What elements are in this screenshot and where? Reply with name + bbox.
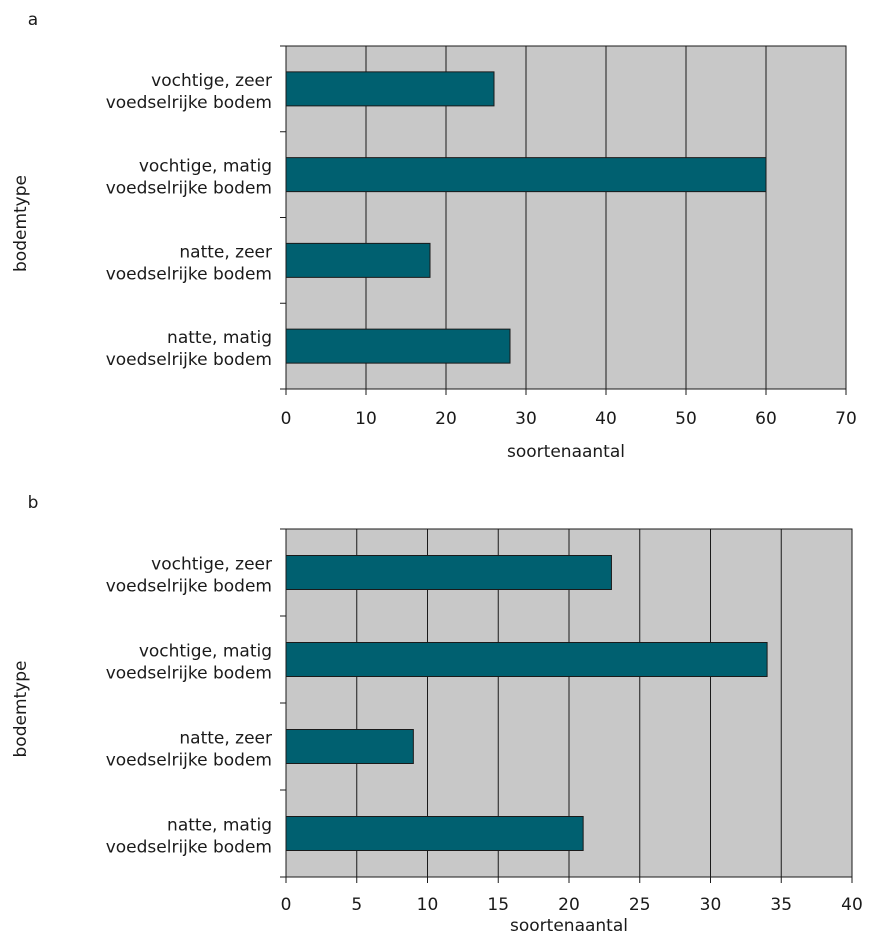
chart-a-category-label-0: vochtige, zeer voedselrijke bodem [106,71,272,113]
chart-b-x-tick-label-8: 40 [841,895,863,915]
chart-b-bar-0 [285,555,612,590]
chart-b-x-tick-label-7: 35 [770,895,792,915]
chart-a-category-label-1: vochtige, matig voedselrijke bodem [106,157,272,199]
chart-a-x-tick-label-6: 60 [755,409,777,429]
chart-b-category-label-3: natte, matig voedselrijke bodem [106,816,272,858]
chart-b-category-label-1: vochtige, matig voedselrijke bodem [106,642,272,684]
chart-a-y-axis-label: bodemtype [11,175,31,272]
chart-b-x-axis-label: soortenaantal [510,916,628,935]
chart-b-bar-1 [285,642,768,677]
chart-a-x-tick-label-3: 30 [515,409,537,429]
chart-a-bar-1 [285,157,767,193]
chart-b-x-tick-label-0: 0 [281,895,292,915]
chart-b-x-tick-label-2: 10 [417,895,439,915]
chart-b-x-tick-label-3: 15 [487,895,509,915]
chart-a-bar-2 [285,242,431,278]
chart-a-panel-label: a [28,10,38,30]
chart-b-category-label-0: vochtige, zeer voedselrijke bodem [106,555,272,597]
chart-b-x-tick-label-5: 25 [629,895,651,915]
chart-a-bar-3 [285,328,511,364]
chart-a-category-label-3: natte, matig voedselrijke bodem [106,328,272,370]
chart-a-x-axis-label: soortenaantal [507,442,625,462]
chart-a-x-tick-label-4: 40 [595,409,617,429]
chart-a-x-tick-label-7: 70 [835,409,857,429]
chart-b-panel-label: b [28,493,39,513]
chart-b-category-label-2: natte, zeer voedselrijke bodem [106,729,272,771]
chart-a-x-tick-label-2: 20 [435,409,457,429]
chart-a-x-tick-label-0: 0 [281,409,292,429]
chart-b-bar-3 [285,816,584,851]
chart-b-x-tick-label-6: 30 [700,895,722,915]
chart-b-bar-2 [285,729,414,764]
chart-a-x-tick-label-5: 50 [675,409,697,429]
chart-b-x-tick-label-1: 5 [351,895,362,915]
chart-b-x-tick-label-4: 20 [558,895,580,915]
chart-a-x-tick-label-1: 10 [355,409,377,429]
chart-a-bar-0 [285,71,495,107]
chart-a-category-label-2: natte, zeer voedselrijke bodem [106,242,272,284]
chart-b-y-axis-label: bodemtype [11,661,31,758]
